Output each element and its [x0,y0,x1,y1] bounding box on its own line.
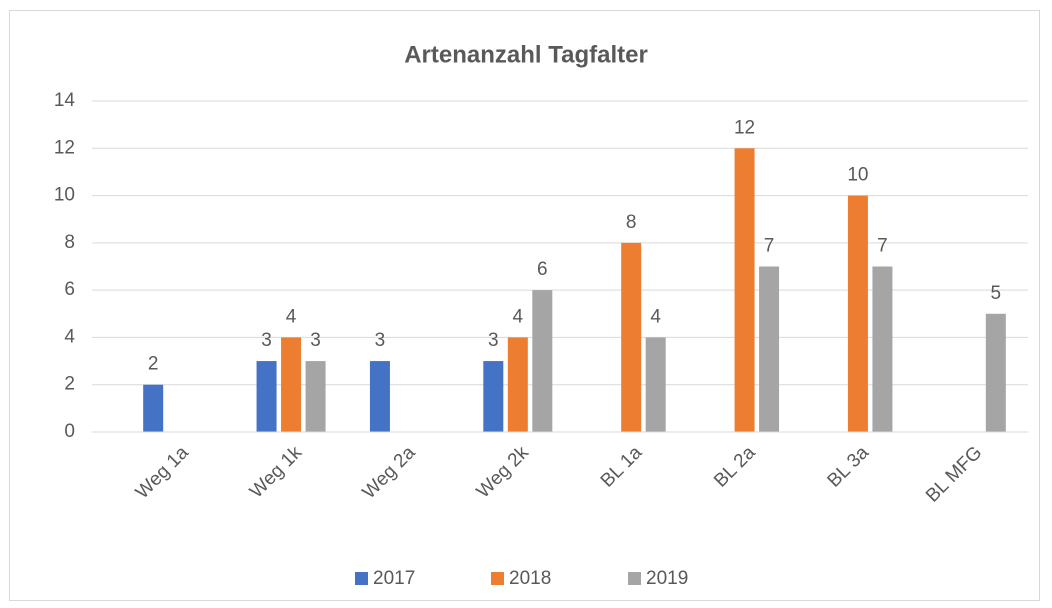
data-label: 3 [261,330,272,351]
y-tick-label: 6 [64,279,75,300]
bar [872,266,893,432]
y-tick-label: 10 [54,185,75,206]
bar [483,361,504,432]
y-tick-label: 8 [64,232,75,253]
data-label: 4 [513,306,524,327]
bar [532,290,553,432]
data-label: 3 [375,330,386,351]
chart-title: Artenanzahl Tagfalter [404,41,648,68]
data-label: 7 [764,236,775,257]
data-label: 3 [310,330,321,351]
data-label: 4 [286,306,297,327]
data-label: 12 [734,117,755,138]
legend-label: 2019 [646,568,688,589]
data-label: 7 [877,236,888,257]
data-label: 6 [537,259,548,280]
legend-swatch [355,572,368,585]
y-tick-label: 4 [64,326,75,347]
y-tick-label: 12 [54,137,75,158]
bar [281,337,302,432]
data-label: 4 [650,306,661,327]
bar [143,384,164,432]
data-label: 5 [991,283,1002,304]
data-label: 8 [626,212,637,233]
bar [256,361,277,432]
data-label: 2 [148,354,159,375]
legend-swatch [628,572,641,585]
bar [847,195,868,432]
legend-label: 2017 [373,568,415,589]
y-tick-label: 14 [54,90,76,111]
data-label: 3 [488,330,499,351]
bar [645,337,666,432]
bar [507,337,528,432]
bar [621,242,642,432]
y-tick-label: 2 [64,374,75,395]
bar [759,266,780,432]
legend-swatch [491,572,504,585]
data-label: 10 [847,165,868,186]
legend-label: 2018 [509,568,551,589]
y-tick-label: 0 [64,421,75,442]
bar [985,313,1006,432]
bar [305,361,326,432]
bar [734,148,755,433]
bar [369,361,390,432]
